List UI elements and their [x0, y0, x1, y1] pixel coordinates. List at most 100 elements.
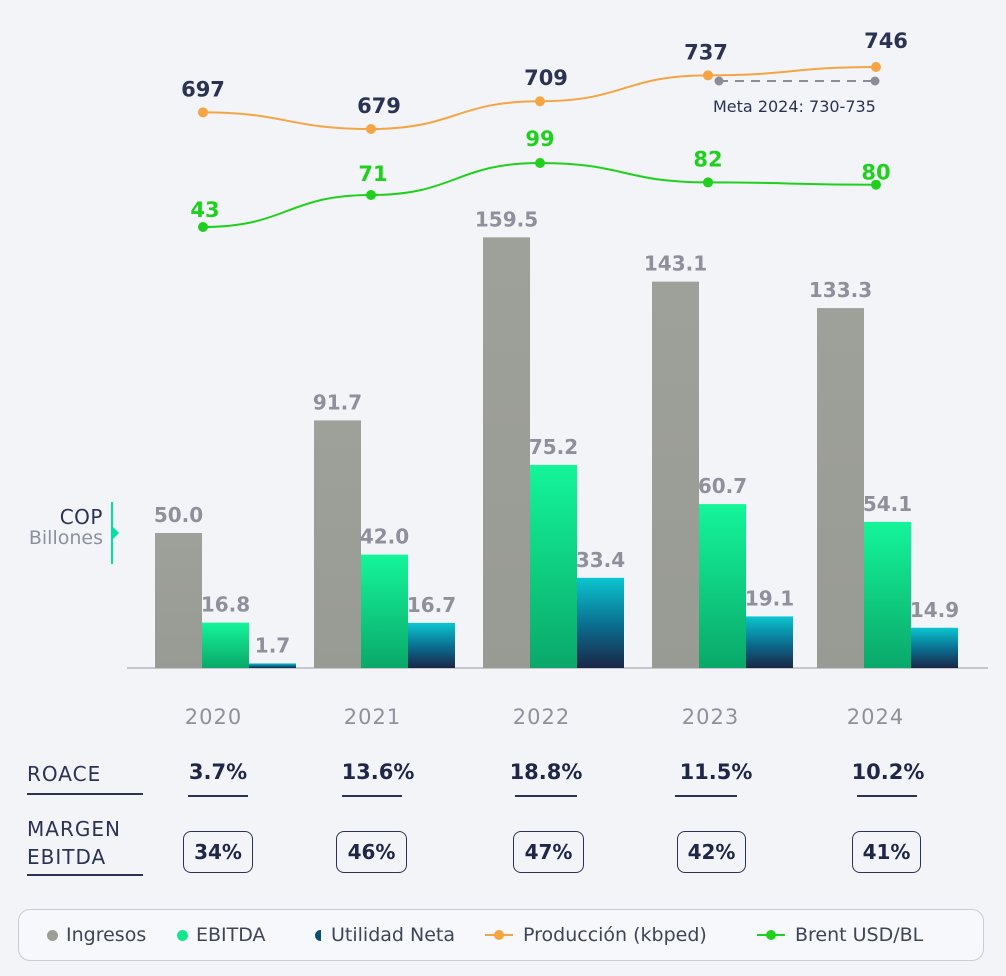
legend-line-icon: [485, 929, 513, 941]
line-label-produccion-2021: 679: [357, 94, 401, 118]
margen-ebitda-value-2023: 42%: [677, 831, 746, 873]
point-brent-2022: [535, 158, 545, 168]
roace-label-underline: [27, 793, 143, 795]
line-label-brent-2021: 71: [358, 162, 387, 186]
bar-label-ingresos-2020: 50.0: [154, 503, 203, 527]
roace-underline: [515, 795, 577, 797]
bar-utilidad-neta-2022: [577, 577, 624, 668]
target-start-point: [714, 76, 724, 86]
point-brent-2024: [871, 179, 881, 190]
roace-underline: [188, 795, 248, 797]
x-tick-label-2020: 2020: [185, 705, 242, 729]
bar-label-utilidad-neta-2021: 16.7: [407, 593, 456, 617]
point-produccion-2023: [703, 70, 713, 81]
point-brent-2021: [366, 190, 376, 200]
bar-label-utilidad-neta-2024: 14.9: [910, 598, 959, 622]
bar-utilidad-neta-2020: [249, 663, 296, 668]
unit-divider: [111, 502, 113, 564]
legend-item-ingresos: Ingresos: [47, 910, 146, 960]
bar-ebitda-2023: [699, 504, 746, 668]
margen-ebitda-value-2020: 34%: [183, 831, 253, 873]
bar-label-ebitda-2022: 75.2: [529, 435, 578, 459]
point-produccion-2021: [366, 124, 376, 134]
legend-label: Utilidad Neta: [331, 924, 455, 946]
roace-underline: [342, 795, 402, 797]
legend-dot-icon: [177, 929, 188, 941]
bar-label-ebitda-2024: 54.1: [863, 492, 912, 516]
roace-underline: [675, 795, 737, 797]
bar-ingresos-2020: [155, 533, 202, 668]
legend-dot-icon: [47, 929, 58, 941]
unit-scale: Billones: [28, 527, 103, 549]
line-label-brent-2020: 43: [190, 198, 219, 222]
legend-item-utilidad-neta: Utilidad Neta: [315, 910, 455, 960]
x-tick-label-2021: 2021: [344, 705, 401, 729]
bar-ebitda-2020: [202, 622, 249, 668]
legend-item-ebitda: EBITDA: [177, 910, 266, 960]
margen-ebitda-value-2021: 46%: [336, 831, 407, 873]
line-brent: [202, 161, 877, 228]
bar-label-utilidad-neta-2022: 33.4: [576, 548, 625, 572]
bar-label-ebitda-2021: 42.0: [360, 525, 409, 549]
line-label-produccion-2023: 737: [684, 40, 728, 64]
legend-half-dot-icon: [315, 929, 321, 941]
roace-value-2023: 11.5%: [679, 760, 753, 784]
bar-utilidad-neta-2021: [408, 622, 455, 668]
bar-utilidad-neta-2024: [911, 627, 958, 668]
legend-label: EBITDA: [196, 924, 266, 946]
roace-value-2022: 18.8%: [509, 760, 583, 784]
margen-ebitda-value-2024: 41%: [852, 831, 921, 873]
bar-label-ebitda-2023: 60.7: [698, 474, 747, 498]
bar-ingresos-2024: [817, 308, 864, 668]
point-brent-2023: [703, 177, 713, 188]
bar-ebitda-2022: [530, 464, 577, 668]
legend-label: Ingresos: [66, 924, 147, 946]
margen-label-underline: [27, 874, 143, 876]
line-label-produccion-2024: 746: [864, 29, 908, 53]
bar-ingresos-2022: [483, 237, 530, 668]
unit-arrow-icon: [113, 527, 119, 539]
margen-label-line2: EBITDA: [27, 845, 107, 869]
target-end-point: [870, 76, 880, 86]
point-brent-2020: [198, 222, 208, 232]
bar-label-ingresos-2024: 133.3: [809, 278, 872, 302]
bar-ebitda-2021: [361, 554, 408, 668]
target-label: Meta 2024: 730-735: [713, 97, 876, 116]
legend-line-icon: [757, 929, 785, 941]
legend: Ingresos EBITDA Utilidad Neta Producción…: [18, 909, 984, 961]
bar-ebitda-2024: [864, 521, 911, 668]
line-label-brent-2023: 82: [693, 147, 722, 171]
line-label-brent-2022: 99: [525, 127, 554, 151]
margen-ebitda-value-2022: 47%: [513, 831, 584, 873]
roace-value-2021: 13.6%: [341, 760, 415, 784]
legend-label: Brent USD/BL: [795, 924, 924, 946]
x-tick-label-2024: 2024: [847, 705, 904, 729]
bar-label-ingresos-2023: 143.1: [644, 252, 707, 276]
target-marker: Meta 2024: 730-735: [713, 76, 880, 116]
line-label-produccion-2020: 697: [181, 77, 225, 101]
bar-ingresos-2021: [314, 420, 361, 668]
bar-label-utilidad-neta-2023: 19.1: [745, 586, 794, 610]
legend-item-brent: Brent USD/BL: [757, 910, 923, 960]
margen-label-line1: MARGEN: [27, 817, 121, 841]
bar-label-ingresos-2022: 159.5: [475, 207, 538, 231]
bar-utilidad-neta-2023: [746, 616, 793, 668]
point-produccion-2024: [871, 62, 881, 72]
x-tick-label-2023: 2023: [682, 705, 739, 729]
roace-value-2020: 3.7%: [188, 760, 248, 784]
bar-label-ingresos-2021: 91.7: [313, 390, 362, 414]
line-label-brent-2024: 80: [861, 161, 890, 185]
point-produccion-2020: [198, 107, 208, 118]
line-label-produccion-2022: 709: [524, 66, 568, 90]
y-unit-label: COP Billones: [0, 505, 103, 549]
x-tick-label-2022: 2022: [513, 705, 570, 729]
unit-currency: COP: [59, 505, 103, 529]
point-produccion-2022: [535, 96, 545, 107]
roace-value-2024: 10.2%: [851, 760, 925, 784]
bar-label-ebitda-2020: 16.8: [201, 593, 250, 617]
roace-underline: [857, 795, 917, 797]
bar-label-utilidad-neta-2020: 1.7: [255, 633, 290, 657]
bar-ingresos-2023: [652, 281, 699, 668]
roace-label: ROACE: [27, 762, 102, 786]
